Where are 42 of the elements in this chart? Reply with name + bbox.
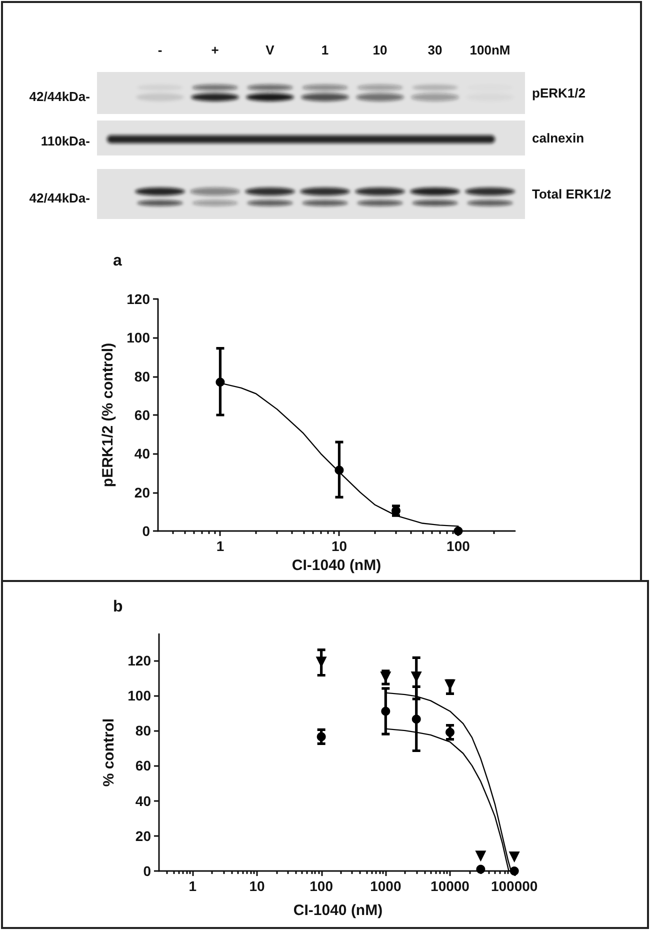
text: pERK1/2: [532, 86, 586, 100]
y-tick-label: 20: [134, 484, 150, 500]
y-tick-label: 40: [134, 446, 150, 462]
category-label: 30: [428, 42, 442, 58]
y-tick-label: 80: [134, 368, 150, 384]
y-axis-title: pERK1/2 (% control): [100, 342, 117, 488]
x-tick-label: 100: [446, 538, 470, 554]
text: 42/44kDa-: [29, 88, 90, 104]
y-tick-label: 120: [128, 652, 152, 668]
chart-title: a: [113, 252, 122, 270]
y-tick-label: 20: [135, 828, 152, 844]
x-tick-label: 1: [188, 878, 197, 894]
y-tick-label: 0: [142, 523, 150, 539]
category-label: 100nM: [470, 42, 510, 58]
category-label: -: [158, 42, 162, 58]
text: 110kDa-: [40, 133, 90, 148]
chart-title: b: [113, 598, 123, 616]
y-tick-label: 60: [134, 407, 150, 423]
x-tick-label: 100000: [490, 878, 538, 894]
y-tick-label: 100: [126, 330, 150, 346]
y-tick-label: 120: [126, 291, 150, 307]
y-tick-label: 60: [135, 758, 152, 774]
category-label: 1: [321, 42, 329, 58]
y-axis-title: % control: [100, 718, 118, 787]
x-tick-label: 1: [216, 538, 224, 554]
x-tick-label: 1000: [370, 878, 402, 894]
y-tick-label: 0: [143, 863, 152, 879]
x-tick-label: 100: [310, 878, 334, 894]
category-label: 10: [372, 42, 388, 58]
x-tick-label: 10: [249, 878, 265, 894]
x-tick-label: 10: [331, 538, 348, 554]
y-tick-label: 80: [135, 722, 152, 739]
x-axis-title: CI-1040 (nM): [292, 557, 382, 574]
x-tick-label: 10000: [430, 878, 470, 894]
text: calnexin: [532, 130, 584, 146]
category-label: V: [266, 42, 275, 58]
y-tick-label: 40: [135, 792, 152, 809]
text: Total ERK1/2: [532, 186, 612, 202]
text: 42/44kDa-: [29, 190, 90, 206]
x-axis-title: CI-1040 (nM): [293, 902, 383, 919]
category-label: +: [211, 42, 220, 58]
y-tick-label: 100: [128, 687, 152, 704]
